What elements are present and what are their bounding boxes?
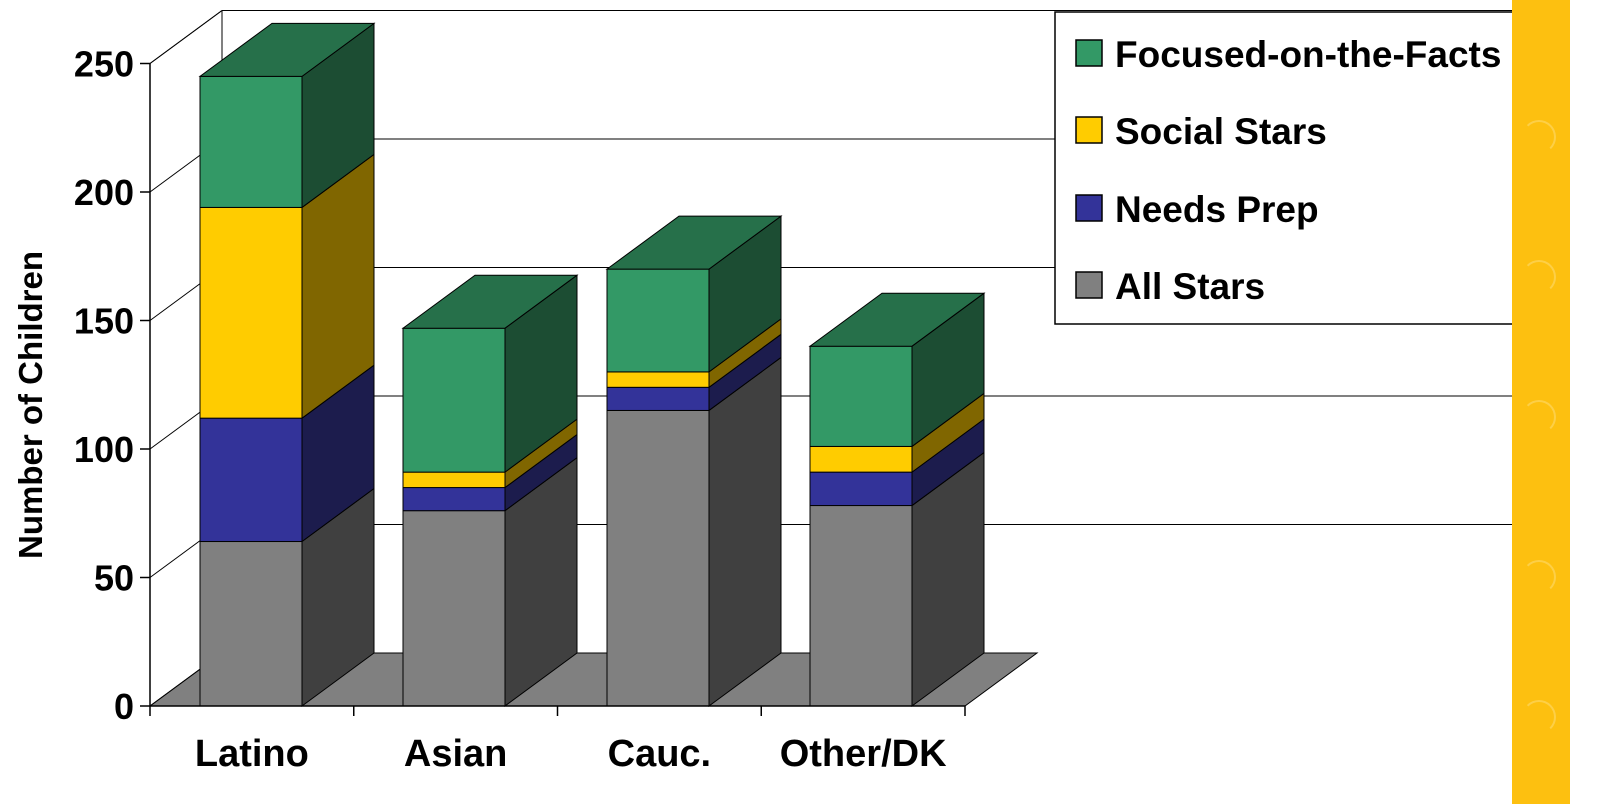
bar-segment xyxy=(402,487,506,512)
x-tick-label: Asian xyxy=(404,733,507,775)
bar-segment xyxy=(809,505,913,707)
legend-entry: Focused-on-the-Facts xyxy=(1115,34,1501,75)
decorative-glyph xyxy=(1522,400,1556,434)
bar-segment xyxy=(402,471,506,489)
bar-segment xyxy=(402,510,506,707)
bar-stack-latino xyxy=(198,22,376,707)
x-tick-label: Cauc. xyxy=(608,733,711,775)
bar-segment xyxy=(199,75,303,208)
bar-segment-side xyxy=(708,356,782,707)
x-tick-label: Latino xyxy=(195,733,309,775)
bar-top xyxy=(198,22,376,77)
y-tick-label: 100 xyxy=(74,429,134,470)
bar-segment xyxy=(606,386,710,411)
legend-swatch xyxy=(1075,194,1103,222)
legend-entry: Needs Prep xyxy=(1115,189,1319,230)
y-tick-label: 250 xyxy=(74,44,134,85)
gridline-diagonal xyxy=(149,10,223,64)
legend-swatch xyxy=(1075,271,1103,299)
decorative-side-strip xyxy=(1512,0,1570,804)
legend: Focused-on-the-Facts Social Stars Needs Pr… xyxy=(1054,11,1570,325)
decorative-glyph xyxy=(1522,120,1556,154)
bar-top xyxy=(808,292,986,347)
legend-box xyxy=(1054,11,1570,325)
y-tick-label: 0 xyxy=(114,686,134,727)
bars xyxy=(198,22,986,707)
y-tick-label: 200 xyxy=(74,172,134,213)
bar-top xyxy=(401,274,579,329)
y-axis-title: Number of Children xyxy=(12,251,49,559)
decorative-glyph xyxy=(1522,560,1556,594)
value-axis: 0 50 100 150 200 250 xyxy=(74,44,151,727)
x-tick-label: Other/DK xyxy=(780,733,947,775)
bar-segment xyxy=(809,471,913,507)
category-axis: Latino Asian Cauc. Other/DK xyxy=(149,705,966,775)
bar-stack-asian xyxy=(401,274,579,707)
decorative-glyph xyxy=(1522,260,1556,294)
legend-entry: Social Stars xyxy=(1115,111,1327,152)
bar-stack-other-dk xyxy=(808,292,986,707)
bar-segment xyxy=(199,541,303,707)
y-tick-label: 50 xyxy=(94,558,134,599)
bar-segment xyxy=(809,345,913,447)
bar-segment xyxy=(199,417,303,543)
bar-stack-cauc- xyxy=(605,215,783,707)
decorative-glyph xyxy=(1522,700,1556,734)
bar-segment xyxy=(809,445,913,473)
y-tick-label: 150 xyxy=(74,301,134,342)
legend-swatch xyxy=(1075,39,1103,67)
bar-top xyxy=(605,215,783,270)
bar-segment xyxy=(402,327,506,473)
bar-segment xyxy=(199,206,303,419)
legend-entry: All Stars xyxy=(1115,266,1265,307)
bar-segment xyxy=(606,268,710,373)
bar-segment xyxy=(606,371,710,388)
legend-swatch xyxy=(1075,116,1103,144)
bar-segment xyxy=(606,409,710,707)
